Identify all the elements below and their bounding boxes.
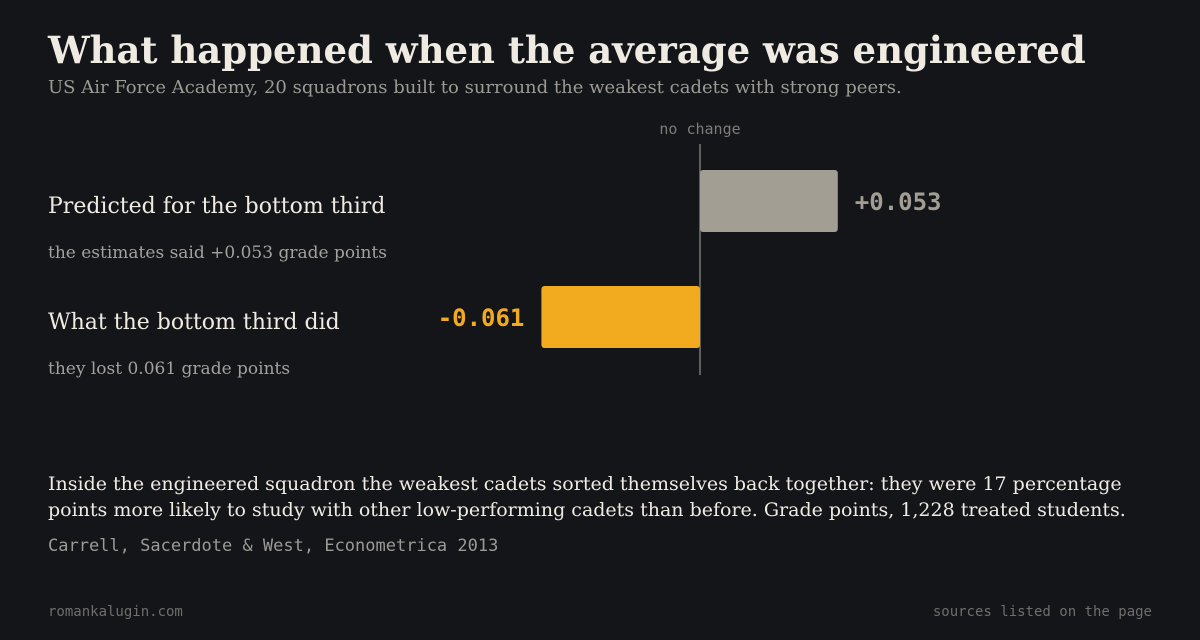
summary-note: Inside the engineered squadron the weake…	[48, 473, 1126, 521]
row-sublabel-actual: they lost 0.061 grade points	[48, 359, 290, 379]
footer-sources-note: sources listed on the page	[932, 604, 1152, 620]
source-citation: Carrell, Sacerdote & West, Econometrica …	[48, 536, 499, 556]
footer-site-link[interactable]: romankalugin.com	[48, 604, 183, 620]
row-label-predicted: Predicted for the bottom third	[48, 194, 385, 219]
baseline-label: no change	[659, 120, 740, 138]
row-label-actual: What the bottom third did	[48, 310, 340, 335]
bar-predicted	[700, 170, 838, 232]
bar-actual	[541, 286, 700, 348]
row-sublabel-predicted: the estimates said +0.053 grade points	[48, 243, 387, 263]
value-label-predicted: +0.053	[855, 188, 942, 216]
chart-subtitle: US Air Force Academy, 20 squadrons built…	[48, 77, 902, 98]
chart-title: What happened when the average was engin…	[48, 28, 1086, 72]
value-label-actual: -0.061	[438, 304, 525, 332]
